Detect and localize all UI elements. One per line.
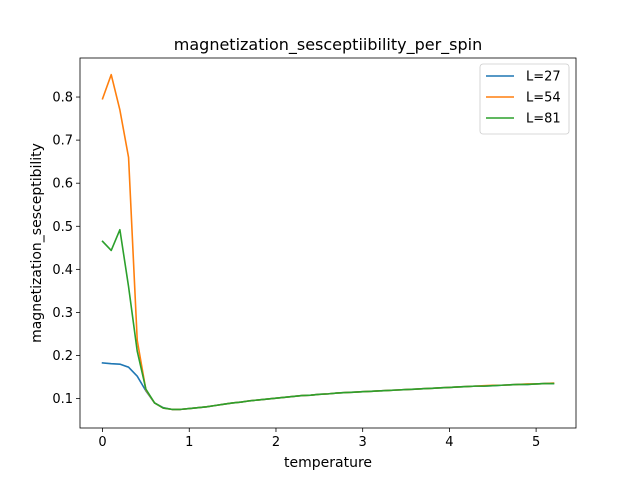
x-tick-label: 1 [185, 435, 193, 450]
series-line-l-81 [101, 228, 555, 411]
x-tick-label: 5 [532, 435, 540, 450]
y-tick-label: 0.4 [52, 263, 73, 278]
y-tick-label: 0.1 [52, 392, 73, 407]
y-axis-label: magnetization_sesceptibility [29, 143, 45, 343]
plot-frame [79, 57, 577, 429]
axes-layer: 0 1 2 3 4 5 0.1 0.2 0.3 0.4 0.5 0.6 0.7 0.8 [52, 91, 540, 450]
y-tick-label: 0.3 [52, 306, 73, 321]
chart-title: magnetization_sesceptiibility_per_spin [174, 35, 482, 55]
x-axis-label: temperature [284, 455, 372, 471]
y-tick-label: 0.7 [52, 134, 73, 149]
y-tick-label: 0.5 [52, 220, 73, 235]
x-tick-label: 3 [359, 435, 367, 450]
y-tick-label: 0.8 [52, 91, 73, 106]
y-tick-label: 0.2 [52, 349, 73, 364]
x-tick-label: 0 [98, 435, 106, 450]
x-tick-label: 4 [445, 435, 453, 450]
series-layer [101, 73, 555, 411]
legend-label: L=54 [526, 91, 561, 106]
legend-label: L=27 [526, 70, 561, 85]
legend: L=27 L=54 L=81 [479, 63, 570, 135]
x-tick-label: 2 [272, 435, 280, 450]
legend-box [479, 63, 570, 135]
legend-label: L=81 [526, 112, 561, 127]
y-tick-label: 0.6 [52, 177, 73, 192]
